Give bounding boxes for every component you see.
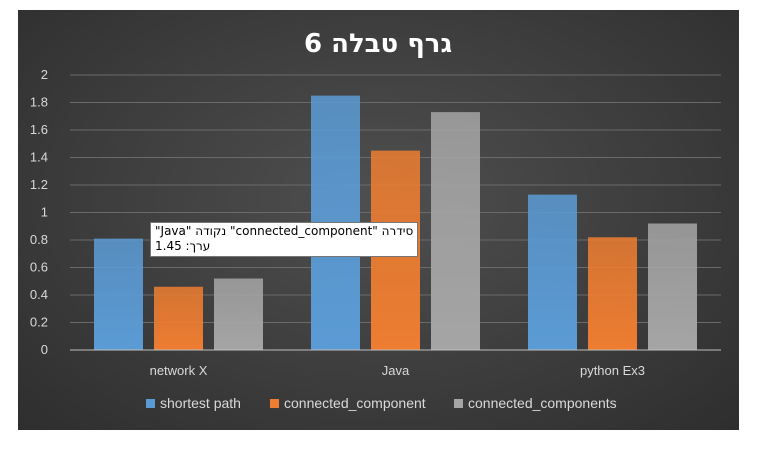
bar-connected-component-python-ex3[interactable] (588, 237, 637, 350)
category-label: Java (382, 363, 410, 378)
legend-label-connected-components[interactable]: connected_components (468, 395, 617, 411)
bar-connected-components-java[interactable] (431, 112, 480, 350)
y-tick-label: 0.6 (30, 260, 48, 275)
bar-connected-components-python-ex3[interactable] (648, 223, 697, 351)
bar-shortest-path-network-x[interactable] (94, 238, 143, 350)
y-tick-label: 1.4 (30, 150, 48, 165)
bar-chart: גרף טבלה 6 0 0.2 0.4 0.6 0.8 1 1.2 1.4 1.6 1.8 2 n… (30, 29, 721, 411)
y-tick-label: 0.8 (30, 232, 48, 247)
data-point-tooltip: סידרה "connected_component" נקודה "Java"… (150, 222, 419, 257)
y-tick-label: 0.4 (30, 287, 48, 302)
legend-swatch-connected-component (270, 399, 279, 408)
bar-connected-component-network-x[interactable] (154, 286, 203, 350)
y-tick-label: 2 (41, 67, 48, 82)
chart-area[interactable]: גרף טבלה 6 0 0.2 0.4 0.6 0.8 1 1.2 1.4 1.6 1.8 2 n… (18, 10, 739, 430)
legend-label-connected-component[interactable]: connected_component (284, 395, 426, 411)
category-label: python Ex3 (580, 363, 645, 378)
legend-label-shortest-path[interactable]: shortest path (160, 395, 241, 411)
legend-swatch-shortest-path (146, 399, 155, 408)
bar-connected-components-network-x[interactable] (214, 278, 263, 351)
chart-title: גרף טבלה 6 (304, 29, 452, 59)
tooltip-series-point: סידרה "connected_component" נקודה "Java" (155, 224, 414, 238)
y-tick-label: 0 (41, 342, 48, 357)
category-label: network X (150, 363, 208, 378)
bar-shortest-path-python-ex3[interactable] (528, 194, 577, 350)
y-tick-label: 0.2 (30, 315, 48, 330)
y-tick-label: 1.8 (30, 95, 48, 110)
legend[interactable]: shortest path connected_component connecte… (146, 395, 617, 411)
tooltip-value: ערך: 1.45 (155, 239, 211, 253)
legend-swatch-connected-components (454, 399, 463, 408)
x-axis-category-labels: network X Java python Ex3 (150, 363, 645, 378)
y-axis-tick-labels: 0 0.2 0.4 0.6 0.8 1 1.2 1.4 1.6 1.8 2 (30, 67, 48, 357)
y-tick-label: 1.6 (30, 122, 48, 137)
y-tick-label: 1.2 (30, 177, 48, 192)
y-tick-label: 1 (41, 205, 48, 220)
